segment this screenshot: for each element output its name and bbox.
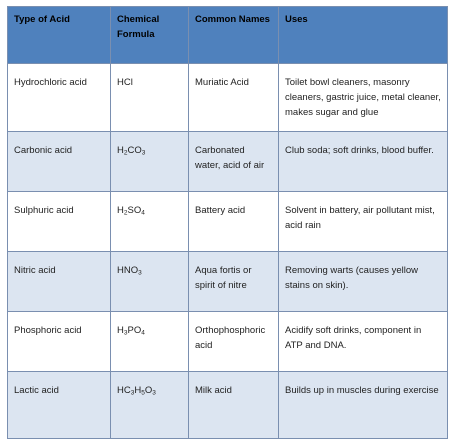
chemical-formula: H2SO4 [110,191,189,252]
table-row: Sulphuric acid H2SO4 Battery acid Solven… [7,191,448,252]
acid-name: Lactic acid [7,371,111,439]
chemical-formula: HCl [110,63,189,132]
common-names: Aqua fortis or spirit of nitre [188,251,279,312]
acid-name: Sulphuric acid [7,191,111,252]
header-type-of-acid: Type of Acid [7,6,111,64]
uses: Builds up in muscles during exercise [278,371,448,439]
chemical-formula: HC3H5O3 [110,371,189,439]
chemical-formula: H3PO4 [110,311,189,372]
uses: Acidify soft drinks, component in ATP an… [278,311,448,372]
header-row: Type of Acid Chemical Formula Common Nam… [7,6,448,64]
common-names: Orthophosphoric acid [188,311,279,372]
common-names: Battery acid [188,191,279,252]
acid-name: Carbonic acid [7,131,111,192]
common-names: Milk acid [188,371,279,439]
table-row: Phosphoric acid H3PO4 Orthophosphoric ac… [7,311,448,372]
acids-table: Type of Acid Chemical Formula Common Nam… [7,6,448,439]
uses: Toilet bowl cleaners, masonry cleaners, … [278,63,448,132]
header-uses: Uses [278,6,448,64]
uses: Club soda; soft drinks, blood buffer. [278,131,448,192]
chemical-formula: HNO3 [110,251,189,312]
acid-name: Nitric acid [7,251,111,312]
common-names: Carbonated water, acid of air [188,131,279,192]
acid-name: Hydrochloric acid [7,63,111,132]
table-row: Nitric acid HNO3 Aqua fortis or spirit o… [7,251,448,312]
chemical-formula: H2CO3 [110,131,189,192]
table-row: Hydrochloric acid HCl Muriatic Acid Toil… [7,63,448,132]
common-names: Muriatic Acid [188,63,279,132]
table-row: Carbonic acid H2CO3 Carbonated water, ac… [7,131,448,192]
header-common-names: Common Names [188,6,279,64]
uses: Solvent in battery, air pollutant mist, … [278,191,448,252]
table-row: Lactic acid HC3H5O3 Milk acid Builds up … [7,371,448,439]
header-chemical-formula: Chemical Formula [110,6,189,64]
acid-name: Phosphoric acid [7,311,111,372]
uses: Removing warts (causes yellow stains on … [278,251,448,312]
